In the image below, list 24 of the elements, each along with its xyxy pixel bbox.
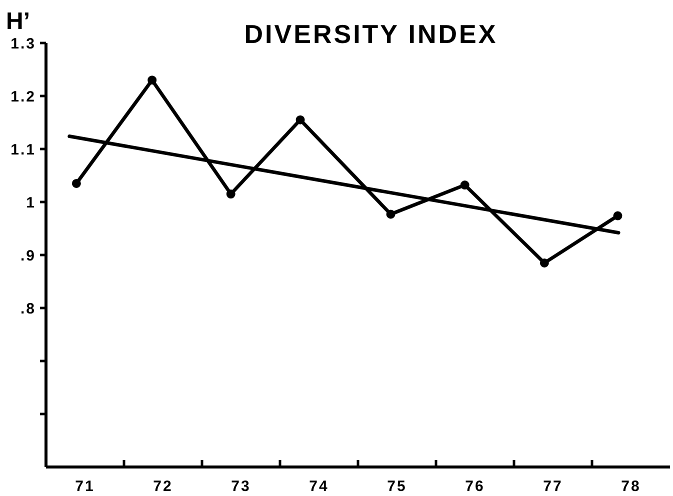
x-tick-label: 78 <box>621 478 641 495</box>
x-tick-label: 74 <box>309 478 329 495</box>
point <box>540 258 549 268</box>
y-tick-label: 1.1 <box>10 141 36 158</box>
y-axis-title: H’ <box>6 8 30 36</box>
point <box>72 178 81 188</box>
x-tick-label: 71 <box>75 478 95 495</box>
x-tick-label: 76 <box>465 478 485 495</box>
x-tick-label: 72 <box>153 478 173 495</box>
x-tick-label: 75 <box>387 478 407 495</box>
x-tick-label: 73 <box>231 478 251 495</box>
point <box>386 210 396 219</box>
chart-title: DIVERSITY INDEX <box>243 19 499 50</box>
x-tick-label: 77 <box>543 478 563 495</box>
y-tick-label: .9 <box>20 247 36 264</box>
point <box>460 180 470 190</box>
y-tick-label: .8 <box>20 300 36 318</box>
point <box>226 190 236 199</box>
y-tick-label: 1.2 <box>10 88 36 106</box>
y-tick-label: 1 <box>26 194 36 212</box>
point <box>148 76 157 85</box>
point <box>613 211 622 220</box>
y-tick-label: 1.3 <box>10 35 36 52</box>
point <box>296 115 305 124</box>
